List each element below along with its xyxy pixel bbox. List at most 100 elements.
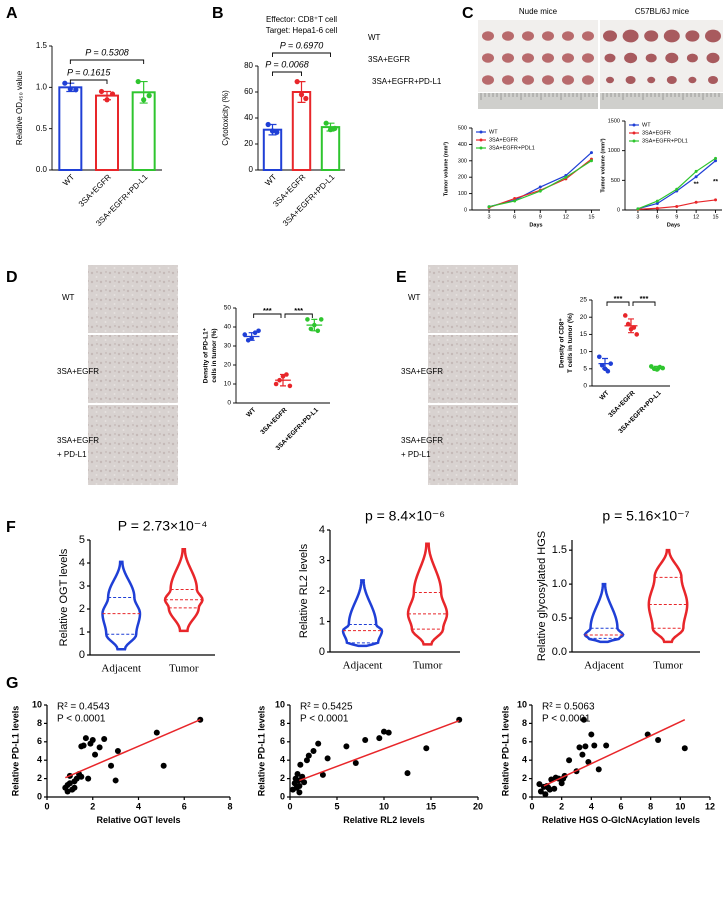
tumor-photo	[482, 31, 494, 41]
error-bar	[311, 318, 318, 332]
data-point	[89, 736, 96, 743]
data-point	[62, 80, 68, 86]
y-tick-label: 30	[224, 343, 232, 350]
data-point	[273, 381, 279, 387]
y-tick-label: 1	[79, 626, 85, 638]
error-bar	[602, 357, 608, 370]
line-marker	[487, 205, 491, 209]
tumor-photo	[522, 31, 534, 41]
photo	[478, 20, 598, 92]
tumor-photo	[622, 29, 639, 43]
y-axis-label: Relative RL2 levels	[298, 543, 310, 638]
y-tick-label: 5	[79, 534, 85, 546]
y-tick-label: 40	[244, 113, 253, 122]
tumor-photo	[582, 31, 594, 41]
panel-label: D	[6, 269, 18, 286]
tumor-photo	[522, 53, 534, 63]
photo-row-label: 3SA+EGFR	[368, 55, 410, 64]
data-point	[603, 742, 610, 749]
y-axis-label: Density of CD8⁺	[559, 318, 566, 368]
x-tick-label: 4	[589, 801, 594, 811]
annotation: p = 8.4×10⁻⁶	[365, 508, 445, 524]
legend-label: 3SA+EGFR	[642, 130, 671, 136]
y-tick-label: 2	[319, 585, 325, 597]
annotation: p = 5.16×10⁻⁷	[602, 508, 689, 524]
tumor-photo	[647, 76, 656, 84]
data-point	[591, 742, 598, 749]
data-point	[109, 91, 116, 97]
y-tick-label: 200	[458, 175, 467, 181]
x-tick-label: Tumor	[413, 660, 443, 672]
data-point	[308, 326, 314, 332]
y-tick-label: 0.0	[552, 646, 567, 658]
x-tick-label: WT	[599, 390, 611, 402]
legend-label: 3SA+EGFR	[489, 137, 518, 143]
x-tick-label: 12	[693, 214, 699, 220]
y-tick-label: 500	[611, 178, 620, 184]
x-tick-label: Tumor	[653, 660, 683, 672]
y-tick-label: 1.0	[36, 82, 48, 91]
error-bar	[654, 365, 660, 371]
data-point	[269, 128, 276, 134]
data-point	[681, 745, 688, 752]
photo-row-label: 3SA+EGFR	[401, 436, 443, 445]
photo-row-label: WT	[368, 33, 381, 42]
x-tick-label: Adjacent	[343, 660, 383, 672]
y-axis-label: T cells in tumor (%)	[567, 313, 574, 373]
tumor-photo	[502, 31, 514, 41]
y-tick-label: 10	[580, 348, 588, 355]
y-tick-label: 4	[319, 524, 325, 536]
y-tick-label: 6	[37, 736, 42, 746]
tumor-photo	[562, 75, 574, 85]
violin	[101, 560, 142, 651]
x-tick-label: 12	[705, 801, 715, 811]
data-point	[537, 788, 544, 795]
y-tick-label: 0	[464, 207, 467, 213]
data-point	[80, 742, 87, 749]
annotation: P < 0.0001	[300, 714, 349, 725]
tumor-photo	[482, 53, 494, 63]
tumor-photo	[582, 75, 594, 85]
line-marker	[694, 175, 698, 179]
y-tick-label: 8	[37, 718, 42, 728]
data-point	[64, 782, 71, 789]
tumor-photo	[665, 52, 679, 64]
data-point	[605, 368, 611, 374]
y-tick-label: 4	[79, 557, 85, 569]
photo-row-label: WT	[62, 293, 75, 302]
data-point	[546, 786, 553, 793]
trend-line	[543, 719, 686, 787]
tumor-photo	[666, 76, 677, 84]
tumor-photo	[603, 30, 617, 42]
y-tick-label: 2	[37, 773, 42, 783]
panel-label: G	[6, 675, 18, 692]
y-tick-label: 80	[244, 61, 253, 70]
data-point	[96, 744, 103, 751]
data-point	[82, 735, 89, 742]
y-axis-label: Relative glycosylated HGS	[536, 531, 548, 661]
y-tick-label: 6	[522, 736, 527, 746]
data-point	[558, 780, 565, 787]
y-tick-label: 0	[617, 207, 620, 213]
error-bar	[628, 318, 634, 334]
photo-row-label: + PD-L1	[57, 450, 87, 459]
y-tick-label: 10	[517, 699, 527, 709]
x-tick-label: 0	[529, 801, 534, 811]
x-tick-label: 12	[563, 214, 569, 220]
line-marker	[564, 175, 568, 179]
tumor-photo	[688, 76, 697, 84]
data-point	[114, 748, 121, 754]
x-tick-label: 3SA+EGFR	[77, 172, 113, 208]
x-axis-label: Days	[667, 223, 680, 229]
y-tick-label: 1	[319, 615, 325, 627]
x-tick-label: 8	[648, 801, 653, 811]
data-point	[274, 129, 280, 135]
data-point	[376, 735, 383, 742]
x-tick-label: 15	[588, 214, 594, 220]
y-tick-label: 0	[280, 791, 285, 801]
line-marker	[513, 199, 517, 203]
data-point	[352, 759, 359, 766]
data-point	[622, 313, 628, 318]
annotation: R² = 0.5063	[542, 702, 595, 713]
x-tick-label: WT	[245, 407, 257, 419]
